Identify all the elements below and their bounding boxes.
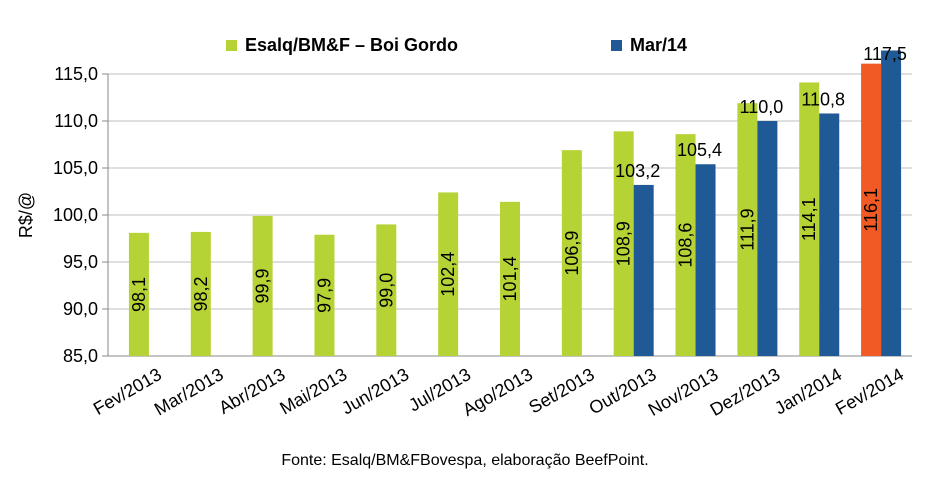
bar-esalq	[675, 134, 696, 356]
bar-esalq	[376, 224, 397, 356]
bar-chart: 85,0 90,0 95,0 100,0 105,0 110,0 115,0 R$/@ 98…	[16, 35, 912, 420]
x-tick-label: Set/2013	[525, 364, 597, 417]
bar-value-label: 99,0	[376, 273, 396, 308]
bar-value-label: 101,4	[500, 256, 520, 301]
y-tick-label: 115,0	[54, 64, 98, 84]
x-tick-label: Fev/2013	[90, 364, 165, 419]
bar-mar14	[819, 113, 840, 356]
bar-mar14	[757, 121, 778, 356]
legend-swatch	[611, 40, 622, 51]
x-tick-label: Nov/2013	[645, 364, 722, 420]
bar-value-label: 98,2	[191, 276, 211, 311]
x-tick-label: Mar/2013	[151, 364, 227, 419]
x-tick-label: Abr/2013	[215, 364, 288, 418]
bar-esalq	[252, 215, 273, 356]
bar-esalq	[500, 201, 520, 356]
y-tick-label: 95,0	[63, 252, 98, 272]
bar-esalq	[861, 63, 882, 356]
bars	[128, 50, 902, 357]
value-labels: 98,1 98,2 99,9 97,9 99,0 102,4 101,4 106,9 108,9…	[129, 44, 907, 313]
y-tick-label: 85,0	[63, 346, 98, 366]
x-tick-label: Dez/2013	[707, 364, 784, 420]
bar-value-label: 108,6	[676, 223, 696, 268]
y-tick-label: 105,0	[53, 158, 98, 178]
legend-label: Mar/14	[630, 35, 687, 55]
x-tick-label: Jan/2014	[771, 364, 845, 418]
bar-value-label: 103,2	[615, 161, 660, 181]
legend-label: Esalq/BM&F – Boi Gordo	[245, 35, 458, 55]
y-tick-label: 110,0	[54, 111, 98, 131]
x-tick-label: Mai/2013	[276, 364, 350, 418]
y-tick-label: 100,0	[53, 205, 98, 225]
bar-value-label: 110,8	[801, 89, 845, 109]
x-axis: Fev/2013Mar/2013Abr/2013Mai/2013Jun/2013…	[90, 364, 907, 420]
bar-esalq	[737, 103, 758, 356]
bar-value-label: 111,9	[737, 208, 757, 250]
bar-value-label: 102,4	[438, 252, 458, 297]
bar-value-label: 108,9	[614, 221, 634, 266]
x-tick-label: Ago/2013	[459, 364, 536, 420]
bar-value-label: 114,1	[799, 197, 819, 241]
bar-value-label: 116,1	[861, 188, 881, 232]
bar-value-label: 105,4	[677, 140, 722, 160]
bar-mar14	[881, 50, 902, 356]
bar-value-label: 98,1	[129, 277, 149, 312]
bar-value-label: 97,9	[314, 278, 334, 313]
y-axis: 85,0 90,0 95,0 100,0 105,0 110,0 115,0	[53, 64, 912, 366]
y-axis-label: R$/@	[16, 192, 36, 238]
legend-swatch	[226, 40, 237, 51]
bar-mar14	[695, 164, 716, 356]
bar-value-label: 110,0	[740, 97, 784, 117]
x-tick-label: Jun/2013	[338, 364, 412, 418]
y-tick-label: 90,0	[63, 299, 98, 319]
bar-mar14	[633, 184, 654, 356]
legend: Esalq/BM&F – Boi Gordo Mar/14	[226, 35, 687, 55]
x-tick-label: Fev/2014	[832, 364, 907, 419]
bar-value-label: 117,5	[863, 44, 907, 64]
bar-esalq	[438, 192, 459, 356]
bar-esalq	[128, 232, 149, 356]
bar-esalq	[314, 234, 335, 356]
bar-esalq	[190, 231, 211, 356]
bar-esalq	[613, 131, 634, 356]
bar-value-label: 106,9	[562, 231, 582, 276]
bar-value-label: 99,9	[253, 268, 273, 303]
bar-esalq	[799, 82, 820, 357]
source-note: Fonte: Esalq/BM&FBovespa, elaboração Bee…	[281, 452, 649, 469]
bar-esalq	[561, 150, 582, 356]
